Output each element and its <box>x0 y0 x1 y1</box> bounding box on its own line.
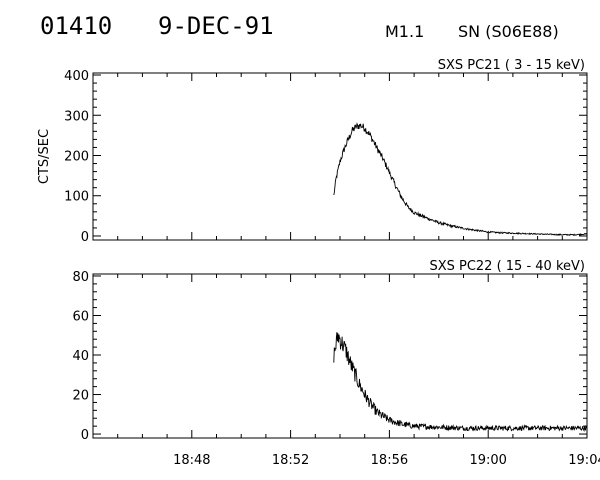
panel-title-1: SXS PC21 ( 3 - 15 keV) <box>438 58 585 73</box>
flare-location: SN (S06E88) <box>458 22 559 41</box>
y-axis-label: CTS/SEC <box>37 129 52 184</box>
y-tick-label: 100 <box>64 190 89 205</box>
plot-frame-2 <box>92 273 588 439</box>
x-tick-label: 19:04 <box>568 453 600 468</box>
x-tick-label: 18:48 <box>173 453 210 468</box>
x-tick-label: 18:52 <box>272 453 309 468</box>
y-tick-label: 400 <box>64 69 89 84</box>
y-tick-label: 300 <box>64 109 89 124</box>
event-date: 9-DEC-91 <box>158 12 274 40</box>
panel-title-2: SXS PC22 ( 15 - 40 keV) <box>429 259 585 274</box>
series-trace-2 <box>333 332 588 433</box>
event-id: 01410 <box>40 12 113 40</box>
y-tick-label: 60 <box>72 309 89 324</box>
y-tick-label: 20 <box>72 389 89 404</box>
y-tick-label: 80 <box>72 270 89 285</box>
x-tick-label: 18:56 <box>371 453 408 468</box>
series-trace-1 <box>333 122 588 237</box>
flare-class: M1.1 <box>385 22 425 41</box>
y-tick-label: 0 <box>81 230 89 245</box>
y-tick-label: 40 <box>72 349 89 364</box>
y-tick-label: 200 <box>64 149 89 164</box>
x-tick-label: 19:00 <box>469 453 506 468</box>
y-tick-label: 0 <box>81 428 89 443</box>
plot-frame-1 <box>92 72 588 241</box>
